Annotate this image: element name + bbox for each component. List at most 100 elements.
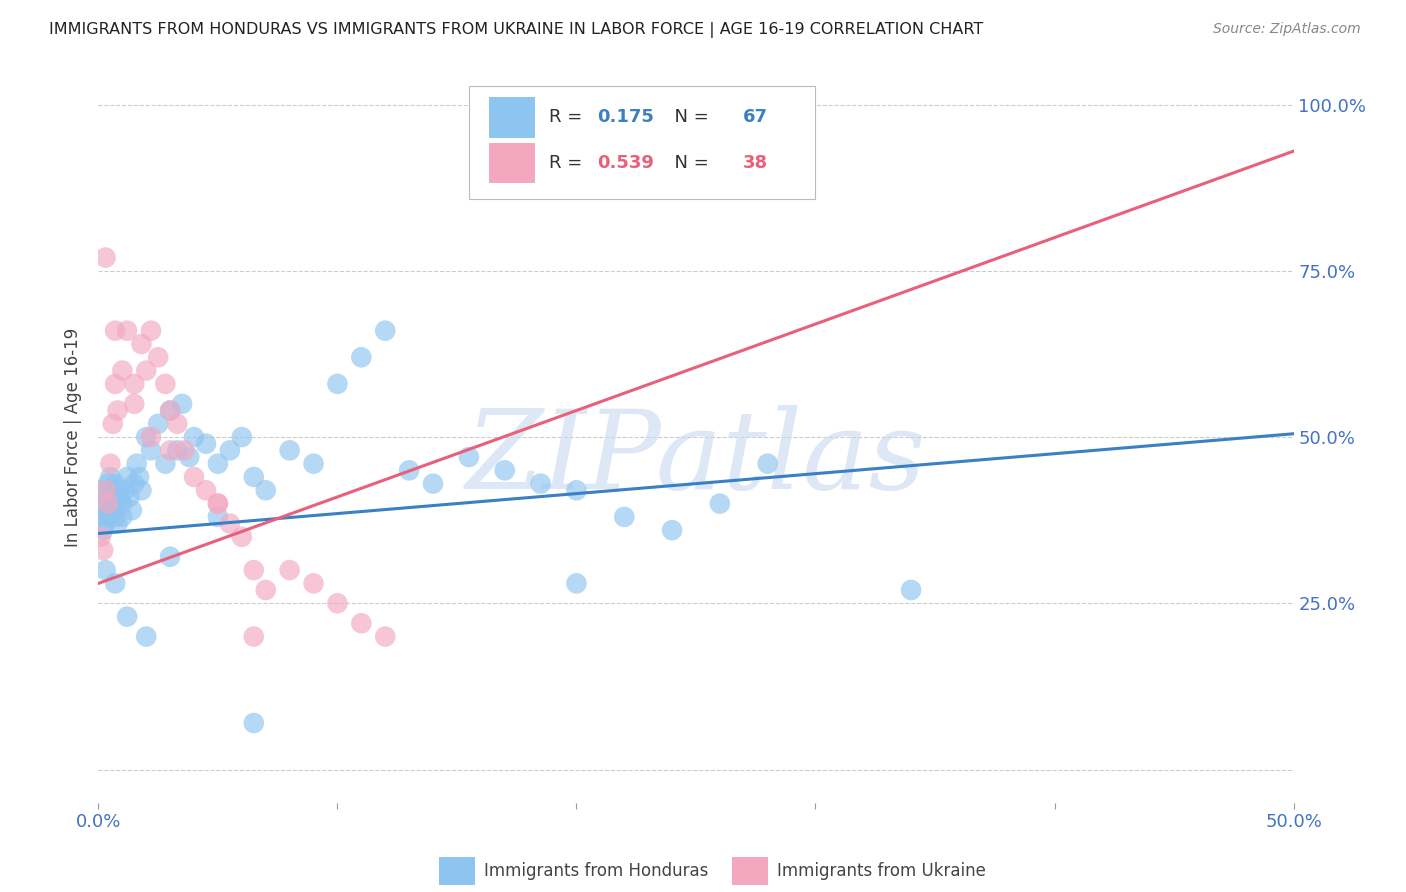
Point bbox=[458, 450, 481, 464]
Text: N =: N = bbox=[662, 109, 714, 127]
Point bbox=[115, 609, 138, 624]
Text: 67: 67 bbox=[742, 109, 768, 127]
Point bbox=[422, 476, 444, 491]
FancyBboxPatch shape bbox=[733, 857, 768, 885]
Point bbox=[107, 403, 129, 417]
Point bbox=[101, 490, 124, 504]
Point bbox=[98, 457, 122, 471]
Point bbox=[173, 443, 195, 458]
Point bbox=[94, 563, 117, 577]
Point bbox=[183, 430, 205, 444]
Point bbox=[111, 509, 134, 524]
Point bbox=[115, 470, 138, 484]
Point bbox=[135, 430, 157, 444]
Point bbox=[101, 503, 124, 517]
Point bbox=[91, 497, 114, 511]
Point bbox=[108, 490, 131, 504]
Point bbox=[125, 457, 148, 471]
Point bbox=[139, 443, 162, 458]
Point bbox=[124, 476, 146, 491]
Point bbox=[166, 417, 188, 431]
Point bbox=[111, 497, 134, 511]
Point bbox=[179, 450, 201, 464]
Point bbox=[135, 630, 157, 644]
Point bbox=[98, 497, 122, 511]
Point bbox=[661, 523, 683, 537]
Point bbox=[172, 397, 194, 411]
Point bbox=[195, 436, 218, 450]
Text: Immigrants from Ukraine: Immigrants from Ukraine bbox=[778, 862, 986, 880]
Text: R =: R = bbox=[548, 109, 588, 127]
Point bbox=[128, 470, 150, 484]
Point bbox=[159, 443, 181, 458]
Point bbox=[254, 582, 277, 597]
Point bbox=[94, 251, 117, 265]
Point bbox=[231, 530, 253, 544]
Point bbox=[131, 337, 153, 351]
Point bbox=[97, 476, 120, 491]
FancyBboxPatch shape bbox=[489, 143, 534, 183]
Text: 38: 38 bbox=[742, 153, 768, 172]
Point bbox=[124, 376, 146, 391]
Point bbox=[104, 476, 127, 491]
Point bbox=[207, 509, 229, 524]
Point bbox=[756, 457, 779, 471]
Point bbox=[124, 397, 146, 411]
Point bbox=[135, 363, 157, 377]
Point bbox=[159, 549, 181, 564]
Point bbox=[350, 351, 373, 365]
Point bbox=[613, 509, 636, 524]
Point bbox=[231, 430, 253, 444]
Point bbox=[350, 616, 373, 631]
Point bbox=[107, 516, 129, 531]
Point bbox=[118, 490, 141, 504]
Point bbox=[107, 483, 129, 498]
Point bbox=[90, 483, 112, 498]
Point bbox=[900, 582, 922, 597]
Point bbox=[398, 463, 420, 477]
Point bbox=[121, 503, 143, 517]
Point bbox=[374, 324, 396, 338]
Point bbox=[90, 530, 112, 544]
Text: Immigrants from Honduras: Immigrants from Honduras bbox=[485, 862, 709, 880]
Point bbox=[139, 430, 162, 444]
Point bbox=[709, 497, 731, 511]
Text: Source: ZipAtlas.com: Source: ZipAtlas.com bbox=[1213, 22, 1361, 37]
Point bbox=[207, 497, 229, 511]
Point bbox=[302, 576, 325, 591]
Point bbox=[243, 716, 266, 731]
Point bbox=[114, 483, 136, 498]
Point bbox=[207, 457, 229, 471]
Text: ZIPatlas: ZIPatlas bbox=[465, 405, 927, 513]
Text: IMMIGRANTS FROM HONDURAS VS IMMIGRANTS FROM UKRAINE IN LABOR FORCE | AGE 16-19 C: IMMIGRANTS FROM HONDURAS VS IMMIGRANTS F… bbox=[49, 22, 983, 38]
Point bbox=[94, 490, 117, 504]
Point bbox=[111, 363, 134, 377]
Text: N =: N = bbox=[662, 153, 714, 172]
Point bbox=[148, 351, 170, 365]
Point bbox=[159, 403, 181, 417]
Point bbox=[94, 516, 117, 531]
Point bbox=[565, 483, 588, 498]
Text: R =: R = bbox=[548, 153, 588, 172]
Point bbox=[104, 324, 127, 338]
Point bbox=[219, 443, 242, 458]
Point bbox=[243, 563, 266, 577]
Point bbox=[254, 483, 277, 498]
Point bbox=[494, 463, 516, 477]
Point bbox=[104, 376, 127, 391]
Point bbox=[219, 516, 242, 531]
Point bbox=[104, 576, 127, 591]
Point bbox=[207, 497, 229, 511]
Point bbox=[155, 457, 177, 471]
Text: 0.175: 0.175 bbox=[596, 109, 654, 127]
Point bbox=[115, 324, 138, 338]
Point bbox=[326, 596, 349, 610]
Point bbox=[91, 523, 114, 537]
Point bbox=[101, 417, 124, 431]
Point bbox=[302, 457, 325, 471]
Point bbox=[155, 376, 177, 391]
Point bbox=[94, 483, 117, 498]
FancyBboxPatch shape bbox=[489, 97, 534, 137]
Point bbox=[97, 509, 120, 524]
FancyBboxPatch shape bbox=[470, 86, 815, 200]
